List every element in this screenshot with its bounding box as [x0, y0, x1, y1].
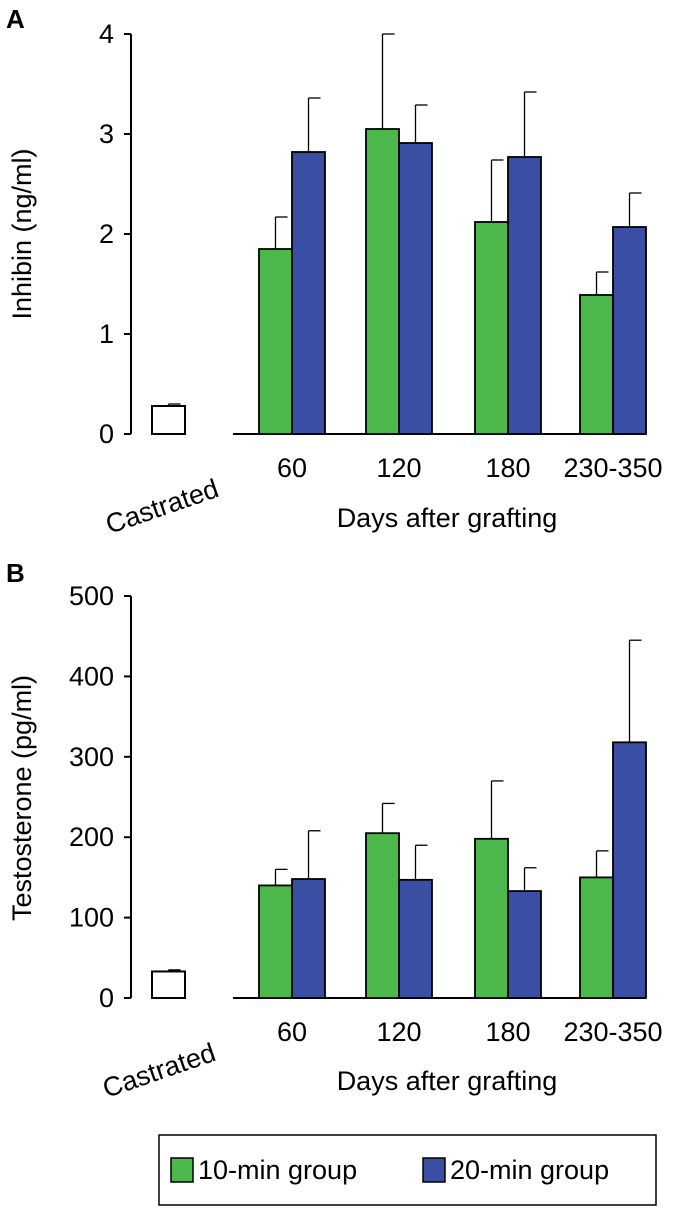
panel-a-x-tick-labels: 60 120 180 230-350 — [277, 453, 663, 483]
bar-10-min-180 — [474, 221, 509, 435]
x-tick-label: 120 — [376, 1017, 421, 1047]
bar-20-min-120 — [398, 142, 433, 435]
y-tick-label: 100 — [69, 903, 114, 933]
legend-swatch-10-min — [170, 1157, 194, 1183]
panel-b-castrated-label: Castrated — [99, 1037, 219, 1103]
bar-20-min-120 — [398, 878, 433, 999]
y-tick-label: 0 — [99, 983, 114, 1013]
bar-10-min-230-350 — [579, 876, 614, 999]
panel-b-y-axis-title: Testosterone (pg/ml) — [7, 675, 37, 921]
bar-20-min-230-350 — [612, 226, 647, 435]
x-tick-label: 230-350 — [563, 1017, 662, 1047]
y-tick-label: 400 — [69, 661, 114, 691]
bar-20-min-230-350 — [612, 741, 647, 999]
legend-label-20-min: 20-min group — [450, 1155, 609, 1185]
bar-10-min-230-350 — [579, 294, 614, 435]
bar-20-min-60 — [291, 151, 326, 435]
panel-b-y-ticks: 0 100 200 300 400 500 — [69, 581, 131, 1013]
bar-10-min-120 — [365, 832, 400, 999]
bar-20-min-180 — [507, 156, 542, 435]
y-tick-label: 200 — [69, 822, 114, 852]
panel-b-x-axis-title: Days after grafting — [337, 1066, 558, 1096]
panel-a-x-axis-title: Days after grafting — [337, 503, 558, 533]
legend: 10-min group 20-min group — [158, 1134, 657, 1206]
castrated-bar — [151, 405, 186, 435]
bar-10-min-60 — [258, 884, 293, 999]
y-tick-label: 0 — [99, 419, 114, 449]
panel-b-bars — [151, 639, 647, 1000]
panel-b-x-tick-labels: 60 120 180 230-350 — [277, 1017, 663, 1047]
x-tick-label: 60 — [277, 453, 307, 483]
castrated-bar — [151, 970, 186, 1000]
bar-20-min-60 — [291, 878, 326, 999]
y-tick-label: 3 — [99, 119, 114, 149]
panel-a-bars — [151, 33, 647, 435]
panel-a-label: A — [6, 4, 25, 34]
legend-label-10-min: 10-min group — [198, 1155, 357, 1185]
y-tick-label: 2 — [99, 219, 114, 249]
panel-a-y-axis-title: Inhibin (ng/ml) — [7, 148, 37, 319]
legend-swatch-20-min — [422, 1157, 446, 1183]
x-tick-label: 180 — [485, 1017, 530, 1047]
bar-10-min-120 — [365, 128, 400, 435]
panel-b-label: B — [6, 558, 25, 588]
x-tick-label: 180 — [485, 453, 530, 483]
bar-10-min-180 — [474, 837, 509, 999]
panel-a-y-ticks: 0 1 2 3 4 — [99, 19, 131, 449]
x-tick-label: 120 — [376, 453, 421, 483]
y-tick-label: 4 — [99, 19, 114, 49]
bar-20-min-180 — [507, 890, 542, 999]
x-tick-label: 230-350 — [563, 453, 662, 483]
panel-a-castrated-label: Castrated — [102, 473, 222, 539]
y-tick-label: 1 — [99, 319, 114, 349]
x-tick-label: 60 — [277, 1017, 307, 1047]
y-tick-label: 300 — [69, 742, 114, 772]
y-tick-label: 500 — [69, 581, 114, 611]
bar-10-min-60 — [258, 248, 293, 435]
legend-box — [158, 1134, 657, 1206]
